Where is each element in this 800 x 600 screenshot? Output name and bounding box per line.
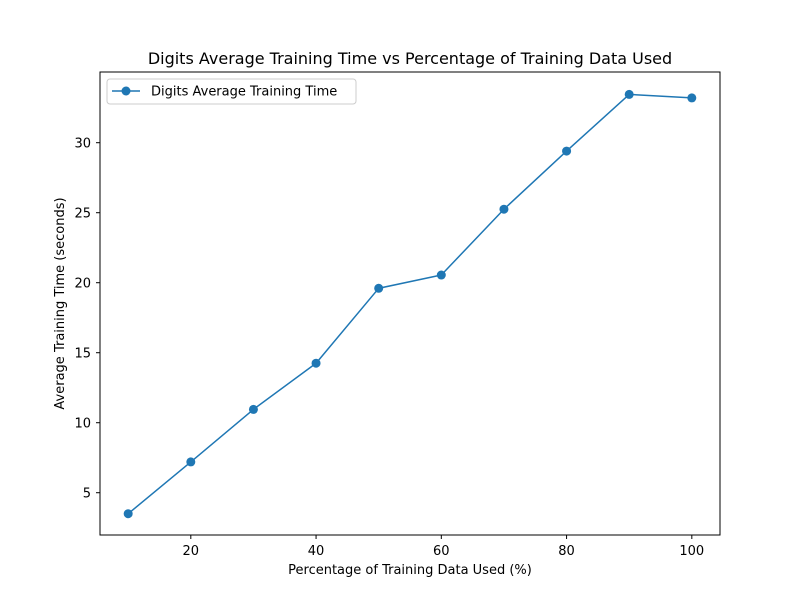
x-tick-label: 60 bbox=[433, 544, 450, 559]
y-tick-label: 10 bbox=[74, 417, 91, 432]
series-line bbox=[127, 93, 693, 515]
y-axis-ticks: 5 10 15 20 25 30 bbox=[74, 137, 100, 502]
x-tick-label: 100 bbox=[679, 544, 704, 559]
series-layer bbox=[123, 89, 697, 519]
y-tick-label: 30 bbox=[74, 137, 91, 152]
data-point bbox=[248, 404, 258, 414]
data-point bbox=[311, 358, 321, 368]
data-point bbox=[374, 283, 384, 293]
data-point bbox=[687, 93, 697, 103]
y-tick-label: 25 bbox=[74, 207, 91, 222]
data-point bbox=[562, 146, 572, 156]
plot-frame bbox=[99, 71, 721, 536]
data-point bbox=[499, 204, 509, 214]
data-point bbox=[624, 89, 634, 99]
x-axis-label: Percentage of Training Data Used (%) bbox=[288, 563, 532, 578]
y-tick-label: 5 bbox=[83, 487, 91, 502]
chart-title: Digits Average Training Time vs Percenta… bbox=[148, 49, 672, 68]
data-point bbox=[186, 457, 196, 467]
legend-marker-swatch bbox=[121, 86, 131, 96]
plot-area bbox=[100, 72, 720, 535]
x-tick-label: 40 bbox=[308, 544, 325, 559]
x-axis-ticks: 20 40 60 80 100 bbox=[183, 535, 704, 559]
y-tick-label: 20 bbox=[74, 277, 91, 292]
data-point bbox=[123, 509, 133, 519]
legend: Digits Average Training Time bbox=[106, 78, 357, 105]
x-tick-label: 20 bbox=[183, 544, 200, 559]
legend-label: Digits Average Training Time bbox=[151, 85, 337, 100]
y-tick-label: 15 bbox=[74, 347, 91, 362]
y-axis-label: Average Training Time (seconds) bbox=[53, 197, 68, 409]
legend-box bbox=[106, 78, 357, 105]
data-point bbox=[436, 270, 446, 280]
x-tick-label: 80 bbox=[558, 544, 575, 559]
